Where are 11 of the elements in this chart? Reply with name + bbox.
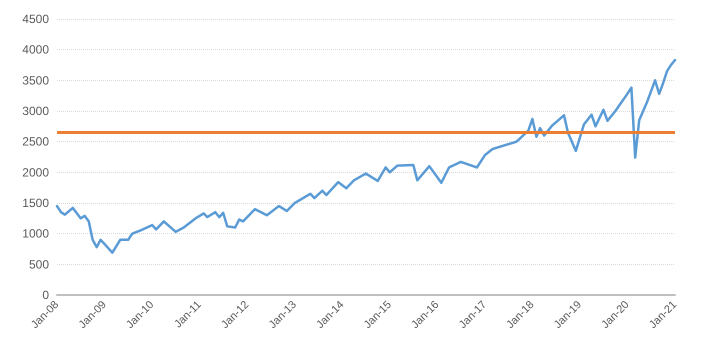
y-tick-label: 2500: [22, 134, 50, 149]
y-tick-label: 3000: [22, 104, 50, 118]
y-tick-label: 2000: [22, 165, 50, 180]
y-tick-label: 500: [28, 257, 50, 272]
line-series: [56, 58, 676, 254]
y-tick-label: 1500: [22, 196, 50, 210]
y-tick-label: 4000: [22, 42, 50, 57]
y-tick-label: 0: [42, 288, 50, 302]
y-tick-label: 4500: [22, 12, 50, 26]
y-tick-label: 3500: [22, 73, 50, 88]
y-tick-label: 1000: [22, 226, 50, 241]
